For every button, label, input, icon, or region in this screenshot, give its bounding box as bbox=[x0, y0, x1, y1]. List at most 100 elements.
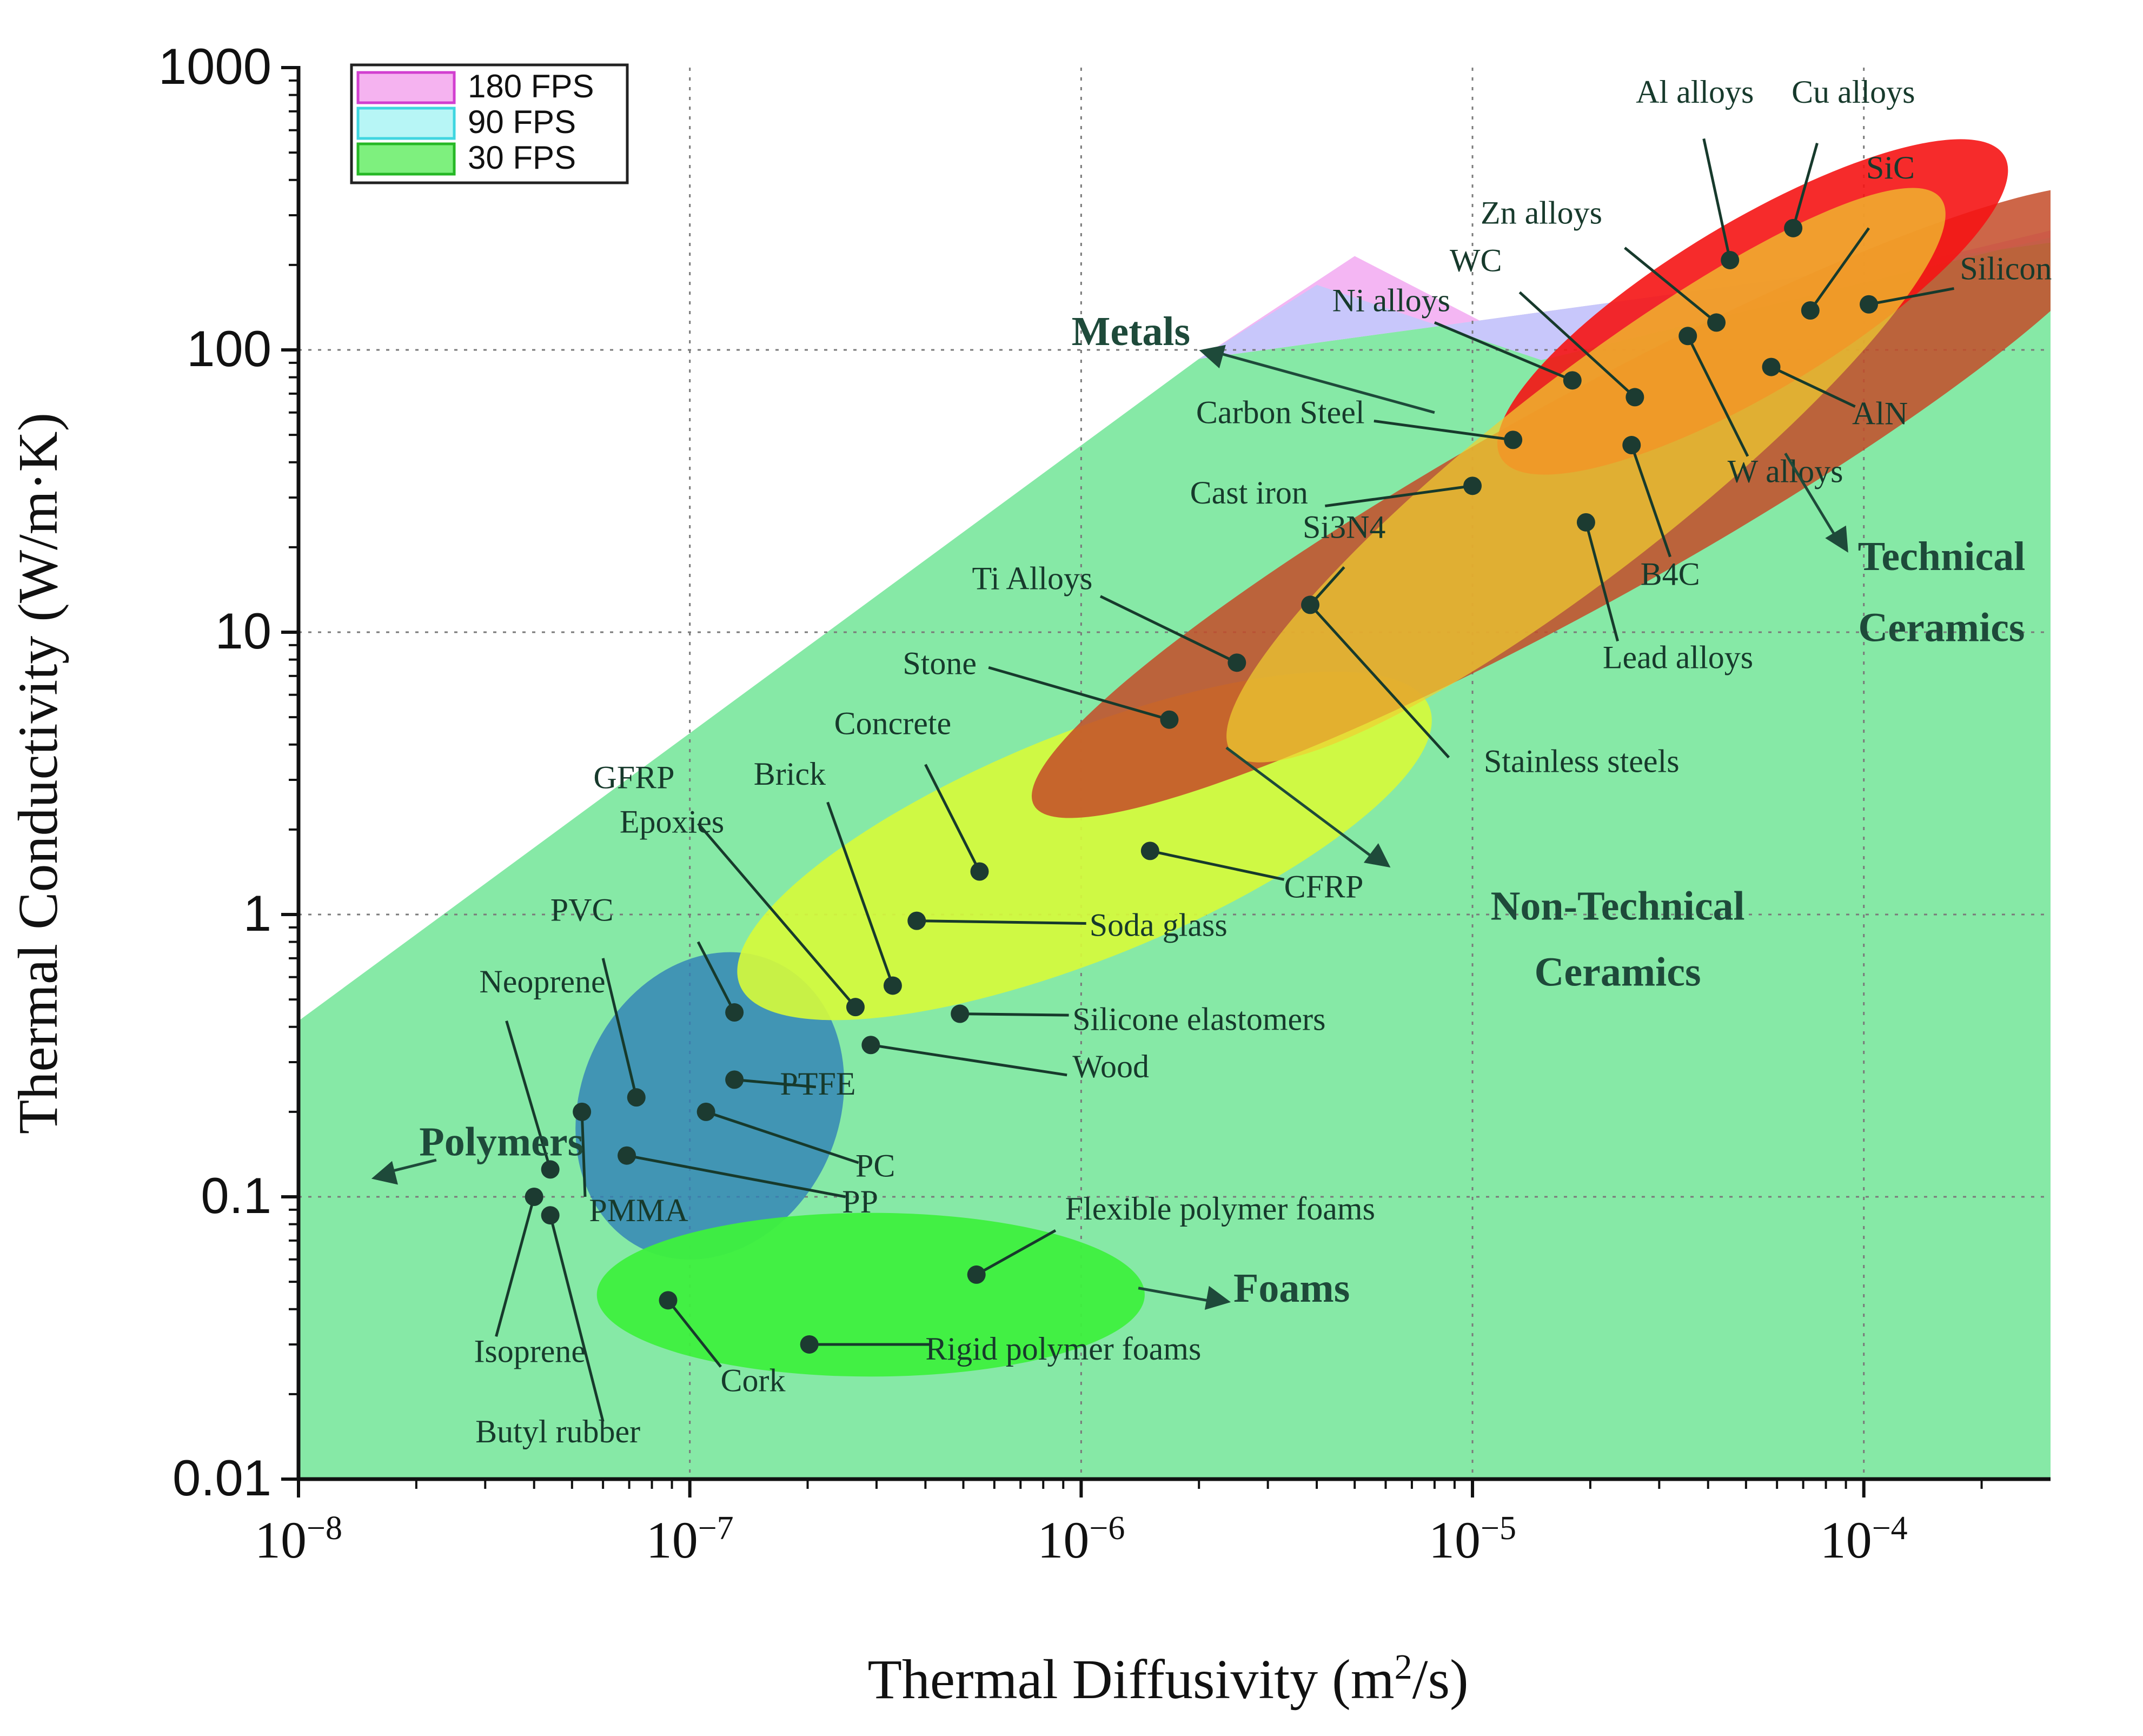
leader-b4c bbox=[1630, 445, 1671, 558]
label-flexible-polymer-foams: Flexible polymer foams bbox=[1065, 1191, 1375, 1227]
leader-butyl-rubber bbox=[549, 1215, 605, 1422]
point-pvc bbox=[627, 1088, 646, 1107]
y-tick-label: 10 bbox=[215, 602, 271, 659]
point-cast-iron bbox=[1463, 476, 1482, 495]
label-isoprene: Isoprene bbox=[474, 1333, 586, 1369]
leader-soda-glass bbox=[917, 919, 1086, 925]
label-silicon: Silicon bbox=[1960, 250, 2052, 286]
group-label-ceramics: Ceramics bbox=[1535, 949, 1701, 995]
material-group-ellipses bbox=[575, 139, 2051, 1377]
leader-silicone-elastomers bbox=[960, 1012, 1069, 1017]
leader-silicon bbox=[1868, 287, 1954, 306]
leader-wc bbox=[1518, 291, 1636, 399]
label-cast-iron: Cast iron bbox=[1190, 475, 1308, 511]
label-brick: Brick bbox=[754, 756, 826, 792]
point-carbon-steel bbox=[1504, 430, 1523, 449]
label-wc: WC bbox=[1450, 242, 1502, 278]
y-tick-label: 0.01 bbox=[172, 1449, 271, 1506]
y-tick-label: 1000 bbox=[158, 38, 271, 95]
leader-concrete bbox=[924, 764, 981, 872]
leader-carbon-steel bbox=[1374, 419, 1514, 441]
label-w-alloys: W alloys bbox=[1728, 454, 1843, 489]
point-cork bbox=[659, 1291, 678, 1310]
ellipse-metals-overlap bbox=[1226, 188, 1946, 763]
legend-label-30-fps: 30 FPS bbox=[468, 140, 576, 176]
x-tick-label: 10−4 bbox=[1820, 1510, 1908, 1569]
point-labels: Butyl rubber Isoprene PMMA Neoprene PVC Epoxi… bbox=[474, 74, 2052, 1449]
label-neoprene: Neoprene bbox=[479, 964, 605, 999]
x-tick-label: 10−6 bbox=[1037, 1510, 1125, 1569]
label-pc: PC bbox=[855, 1148, 895, 1183]
point-zn-alloys bbox=[1707, 313, 1726, 332]
leader-cast-iron bbox=[1325, 484, 1473, 508]
label-silicone-elastomers: Silicone elastomers bbox=[1072, 1001, 1325, 1037]
leader-wood bbox=[870, 1043, 1067, 1077]
label-carbon-steel: Carbon Steel bbox=[1196, 395, 1365, 430]
point-lead-alloys bbox=[1576, 513, 1595, 532]
label-b4c: B4C bbox=[1641, 556, 1700, 592]
label-si3n4: Si3N4 bbox=[1303, 509, 1385, 545]
point-ni-alloys bbox=[1563, 371, 1582, 390]
label-ptfe: PTFE bbox=[780, 1066, 855, 1102]
x-tick-label: 10−8 bbox=[255, 1510, 342, 1569]
leader-cork bbox=[667, 1299, 722, 1368]
group-label-polymers: Polymers bbox=[419, 1119, 583, 1165]
y-tick-label: 1 bbox=[243, 885, 271, 942]
region-90-fps bbox=[1199, 237, 2051, 360]
label-cu-alloys: Cu alloys bbox=[1792, 74, 1915, 110]
label-gfrp: GFRP bbox=[593, 760, 674, 796]
x-tick-label: 10−7 bbox=[646, 1510, 734, 1569]
label-al-alloys: Al alloys bbox=[1636, 74, 1754, 110]
label-pmma: PMMA bbox=[589, 1192, 688, 1228]
leader-zn-alloys bbox=[1624, 247, 1717, 324]
leader-cfrp bbox=[1150, 849, 1285, 881]
leader-isoprene bbox=[495, 1196, 536, 1337]
x-axis-label-main: Thermal Diffusivity (m bbox=[867, 1648, 1394, 1711]
leader-brick bbox=[826, 801, 894, 986]
point-neoprene bbox=[541, 1160, 560, 1179]
legend-swatch-90-fps bbox=[356, 107, 456, 140]
leader-pmma bbox=[580, 1111, 587, 1197]
point-pc bbox=[696, 1102, 715, 1121]
arrow-non-technical bbox=[1225, 746, 1391, 868]
group-label-non-technical: Non-Technical bbox=[1491, 883, 1745, 929]
group-label-foams: Foams bbox=[1233, 1265, 1350, 1311]
label-pvc: PVC bbox=[550, 892, 614, 928]
label-soda-glass: Soda glass bbox=[1090, 907, 1228, 943]
arrow-foams bbox=[1138, 1286, 1231, 1310]
point-silicone-elastomers bbox=[951, 1004, 970, 1023]
point-wood bbox=[861, 1036, 880, 1055]
label-stainless-steels: Stainless steels bbox=[1484, 743, 1680, 779]
arrow-technical bbox=[1784, 453, 1848, 553]
point-flexible-polymer-foams bbox=[967, 1265, 986, 1284]
leader-stainless-steels bbox=[1309, 604, 1450, 759]
y-tick-label: 100 bbox=[187, 320, 271, 377]
label-wood: Wood bbox=[1072, 1049, 1149, 1084]
point-stone bbox=[1160, 710, 1179, 729]
label-epoxies: Epoxies bbox=[620, 804, 724, 840]
point-pp bbox=[618, 1146, 636, 1165]
point-w-alloys bbox=[1678, 327, 1697, 346]
point-al-alloys bbox=[1721, 250, 1740, 269]
legend-swatch-180-fps bbox=[356, 71, 456, 104]
label-cfrp: CFRP bbox=[1284, 869, 1364, 904]
x-axis-label-tail: /s) bbox=[1412, 1648, 1469, 1711]
ellipse-foams bbox=[596, 1212, 1145, 1377]
point-wc bbox=[1626, 388, 1644, 407]
label-rigid-polymer-foams: Rigid polymer foams bbox=[925, 1331, 1201, 1367]
leader-ti-alloys bbox=[1099, 595, 1238, 664]
point-brick bbox=[883, 976, 902, 995]
x-tick-label: 10−5 bbox=[1429, 1510, 1516, 1569]
data-points bbox=[525, 218, 1879, 1354]
legend-label-180-fps: 180 FPS bbox=[468, 68, 594, 104]
leader-sic bbox=[1809, 227, 1870, 312]
x-axis-label: Thermal Diffusivity (m2/s) bbox=[867, 1647, 1468, 1711]
point-soda-glass bbox=[907, 911, 926, 930]
leader-pvc bbox=[601, 958, 638, 1098]
label-pp: PP bbox=[842, 1184, 878, 1220]
label-zn-alloys: Zn alloys bbox=[1481, 195, 1602, 231]
leader-al-alloys bbox=[1702, 138, 1731, 261]
leader-gfrp bbox=[697, 823, 857, 1008]
point-b4c bbox=[1622, 436, 1641, 455]
